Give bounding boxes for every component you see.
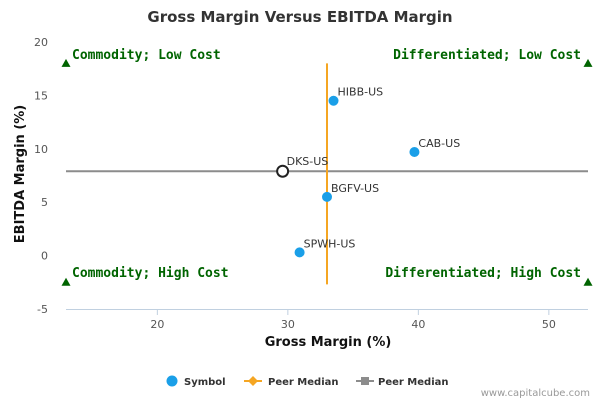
quadrant-label-top-left: Commodity; Low Cost: [72, 48, 221, 63]
y-axis-ticks: -5 0 5 10 15 20: [34, 36, 48, 316]
y-tick-label: 0: [41, 250, 48, 263]
legend-square-icon: [361, 377, 369, 385]
data-point-label: SPWH-US: [304, 237, 356, 250]
legend-circle-icon: [166, 375, 178, 387]
peer-median-lines: [66, 63, 588, 285]
x-tick-label: 20: [150, 318, 164, 331]
legend-item-symbol[interactable]: Symbol: [166, 375, 226, 389]
data-point-label: HIBB-US: [338, 86, 384, 99]
legend-label-peer-median-1: Peer Median: [268, 377, 339, 388]
quadrant-label-bottom-right: Differentiated; High Cost: [385, 266, 581, 281]
y-axis-title: EBITDA Margin (%): [13, 105, 28, 243]
data-point-label: CAB-US: [418, 137, 460, 150]
x-tick-label: 40: [411, 318, 425, 331]
data-points: HIBB-US CAB-US BGFV-US SPWH-US DKS-US: [276, 86, 460, 258]
source-credit: www.capitalcube.com: [481, 388, 590, 399]
x-axis-ticks: 20 30 40 50: [150, 309, 556, 331]
highlight-point: [276, 164, 290, 178]
x-tick-label: 50: [542, 318, 556, 331]
y-tick-label: -5: [37, 303, 48, 316]
y-tick-label: 15: [34, 89, 48, 102]
legend-label-peer-median-2: Peer Median: [378, 377, 449, 388]
x-tick-label: 30: [281, 318, 295, 331]
data-point: [322, 191, 332, 202]
legend-item-peer-median-horizontal[interactable]: Peer Median: [356, 377, 449, 388]
x-axis-title: Gross Margin (%): [265, 335, 392, 350]
legend: Symbol Peer Median Peer Median: [166, 375, 449, 389]
y-tick-label: 10: [34, 143, 48, 156]
data-point: [328, 95, 339, 106]
legend-diamond-icon: [248, 376, 258, 386]
quadrant-triangle-icon: [583, 277, 593, 286]
quadrant-triangle-icon: [61, 58, 71, 67]
data-point: [409, 147, 420, 158]
y-tick-label: 5: [41, 196, 48, 209]
data-point-label: BGFV-US: [331, 182, 379, 195]
quadrant-triangle-icon: [583, 58, 593, 67]
highlight-point-label: DKS-US: [287, 155, 329, 168]
quadrant-label-bottom-left: Commodity; High Cost: [72, 266, 229, 281]
quadrant-triangle-icon: [61, 277, 71, 286]
quadrant-markers: [61, 58, 593, 286]
data-point: [294, 247, 305, 258]
legend-item-peer-median-vertical[interactable]: Peer Median: [244, 376, 339, 388]
chart-title: Gross Margin Versus EBITDA Margin: [147, 8, 452, 26]
y-tick-label: 20: [34, 36, 48, 49]
quadrant-label-top-right: Differentiated; Low Cost: [393, 48, 581, 63]
legend-label-symbol: Symbol: [184, 377, 226, 388]
plot-area: -5 0 5 10 15 20 20 30 40 50 HIBB-US CAB-US BGFV-US…: [34, 36, 593, 331]
